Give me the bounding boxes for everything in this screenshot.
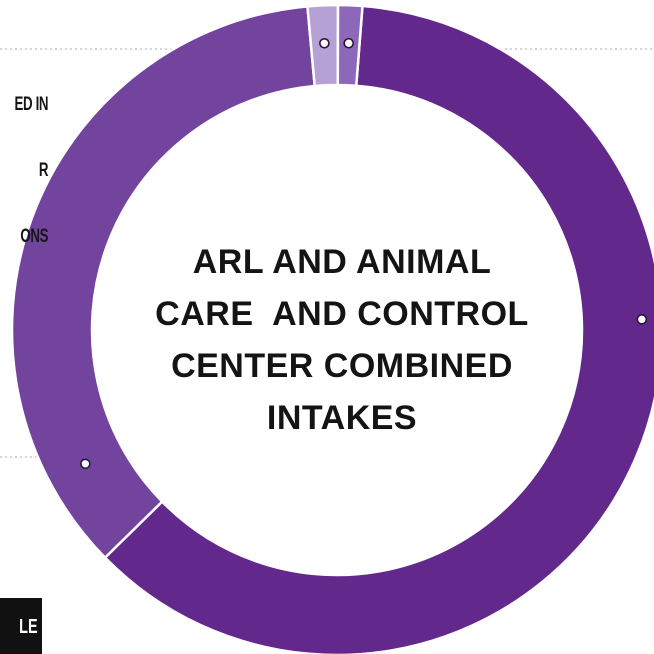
slice-label-cropped: ED IN R ONS — [14, 50, 48, 292]
slice-label-line: ONS — [20, 226, 48, 247]
title-line: CARE AND CONTROL — [155, 295, 529, 333]
donut-slice — [103, 4, 654, 654]
title-line: ARL AND ANIMAL — [192, 243, 492, 281]
slice-marker — [319, 37, 330, 49]
donut-slices — [10, 3, 654, 654]
title-line: INTAKES — [266, 399, 418, 437]
donut-slice — [10, 4, 317, 560]
slice-marker — [80, 458, 91, 470]
slice-markers — [80, 37, 648, 470]
slice-label-tag-text: LE — [19, 616, 38, 638]
chart-title: ARL AND ANIMAL CARE AND CONTROL CENTER C… — [130, 236, 554, 444]
slice-label-tag: LE — [0, 598, 42, 654]
slice-label-line: R — [38, 160, 49, 181]
title-line: CENTER COMBINED — [171, 347, 513, 385]
slice-label-line: ED IN — [14, 94, 48, 115]
slice-marker — [636, 314, 648, 325]
slice-marker — [343, 37, 355, 49]
